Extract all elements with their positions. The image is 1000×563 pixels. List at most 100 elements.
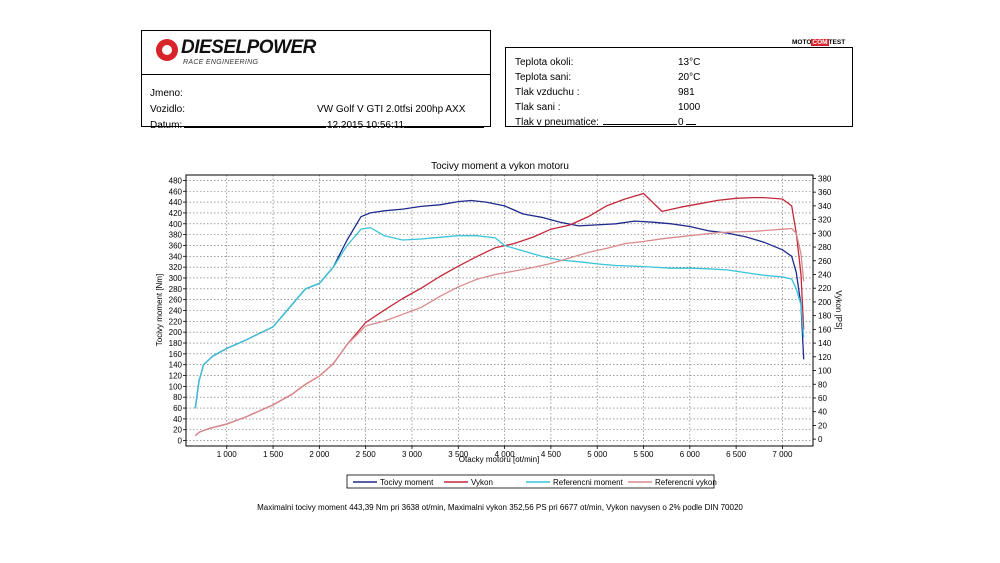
y2tick-label-60: 60 (818, 394, 827, 403)
y2tick-label-140: 140 (818, 339, 832, 348)
ytick-label-100: 100 (169, 382, 183, 391)
series-layer (194, 192, 805, 437)
legend-label-2: Vykon (471, 478, 493, 487)
ytick-label-200: 200 (169, 328, 183, 337)
ytick-label-480: 480 (169, 176, 183, 185)
vehicle-info-panel: DIESELPOWER RACE ENGINEERING Jmeno: Vozi… (141, 30, 491, 131)
y2tick-label-80: 80 (818, 380, 827, 389)
y2tick-label-0: 0 (818, 435, 823, 444)
cond-value-tlak-sani: 1000 (678, 102, 701, 113)
cond-label-tlak-pneumatice: Tlak v pneumatice: (515, 117, 599, 128)
ytick-label-360: 360 (169, 241, 183, 250)
y2tick-label-40: 40 (818, 408, 827, 417)
cond-label-tlak-vzduchu: Tlak vzduchu : (515, 87, 580, 98)
xtick-label-5500: 5 500 (633, 450, 654, 459)
xtick-label-1000: 1 000 (217, 450, 238, 459)
datum-leader-line (184, 127, 326, 128)
cond-value-tlak-pneumatice: 0 (678, 117, 684, 128)
cond-label-teplota-okoli: Teplota okoli: (515, 57, 574, 68)
y2tick-label-320: 320 (818, 216, 832, 225)
datum-trailing-line (404, 127, 484, 128)
logo-text: DIESELPOWER (181, 37, 316, 58)
datum-label: Datum: (150, 120, 183, 131)
ytick-label-120: 120 (169, 372, 183, 381)
y2tick-label-100: 100 (818, 367, 832, 376)
y2tick-label-20: 20 (818, 421, 827, 430)
ytick-label-300: 300 (169, 274, 183, 283)
conditions-panel: Teplota okoli: 13°C Teplota sani: 20°C T… (505, 47, 853, 128)
y2tick-label-200: 200 (818, 298, 832, 307)
y2tick-label-300: 300 (818, 229, 832, 238)
badge-mid: COM (811, 39, 829, 46)
ytick-label-140: 140 (169, 361, 183, 370)
ytick-label-160: 160 (169, 350, 183, 359)
xtick-label-4000: 4 000 (495, 450, 516, 459)
y2tick-label-380: 380 (818, 174, 832, 183)
xtick-label-6000: 6 000 (680, 450, 701, 459)
y2tick-label-180: 180 (818, 312, 832, 321)
logo-subtitle: RACE ENGINEERING (183, 59, 259, 66)
ytick-label-420: 420 (169, 209, 183, 218)
series-line-2 (194, 192, 805, 437)
datum-value: 12.2015 10:56:11 (327, 120, 405, 131)
ytick-label-460: 460 (169, 187, 183, 196)
legend-label-3: Referencni moment (553, 478, 624, 487)
xtick-label-1500: 1 500 (263, 450, 284, 459)
cond-label-tlak-sani: Tlak sani : (515, 102, 561, 113)
max-values-note: Maximalni tocivy moment 443,39 Nm pri 36… (257, 503, 743, 512)
ytick-label-440: 440 (169, 198, 183, 207)
xtick-label-5000: 5 000 (587, 450, 608, 459)
pneumatice-leader-line (603, 124, 677, 125)
y2tick-label-220: 220 (818, 284, 832, 293)
vozidlo-value: VW Golf V GTI 2.0tfsi 200hp AXX (317, 104, 466, 115)
ytick-label-60: 60 (173, 404, 182, 413)
ytick-label-340: 340 (169, 252, 183, 261)
legend-label-4: Referencni vykon (655, 478, 717, 487)
ytick-label-400: 400 (169, 220, 183, 229)
ytick-label-240: 240 (169, 307, 183, 316)
ytick-label-320: 320 (169, 263, 183, 272)
ytick-label-280: 280 (169, 285, 183, 294)
ytick-label-220: 220 (169, 317, 183, 326)
ytick-label-180: 180 (169, 339, 183, 348)
ytick-label-380: 380 (169, 231, 183, 240)
ytick-label-80: 80 (173, 393, 182, 402)
y2tick-label-260: 260 (818, 257, 832, 266)
series-line-1 (194, 199, 805, 409)
y2-axis-label: Vykon [PS] (834, 290, 843, 329)
header-divider (142, 74, 490, 75)
xtick-label-3500: 3 500 (448, 450, 469, 459)
legend: Tocivy moment Vykon Referencni moment Refer… (346, 474, 717, 489)
series-line-3 (194, 226, 805, 409)
xtick-label-6500: 6 500 (726, 450, 747, 459)
x-axis-ticks: 1 000 1 500 2 000 2 500 3 000 3 500 4 000 4 500… (217, 446, 793, 459)
badge-left: MOTO (792, 39, 812, 46)
xtick-label-2500: 2 500 (356, 450, 377, 459)
jmeno-label: Jmeno: (150, 88, 183, 99)
ytick-label-20: 20 (173, 426, 182, 435)
y2tick-label-160: 160 (818, 325, 832, 334)
pneumatice-trailing-line (686, 124, 696, 125)
xtick-label-7000: 7 000 (772, 450, 793, 459)
xtick-label-2000: 2 000 (309, 450, 330, 459)
y2tick-label-360: 360 (818, 188, 832, 197)
y-axis-label: Tocivy moment [Nm] (155, 274, 164, 346)
chart-title: Tocivy moment a vykon motoru (431, 161, 569, 172)
y2tick-label-340: 340 (818, 202, 832, 211)
ytick-label-260: 260 (169, 296, 183, 305)
ytick-label-40: 40 (173, 415, 182, 424)
right-axis-ticks: 0 20 40 60 80 100 120 140 160 180 200 220 240 260 280 3… (813, 174, 832, 444)
y2tick-label-120: 120 (818, 353, 832, 362)
ytick-label-0: 0 (178, 437, 183, 446)
mototest-badge: MOTOCOMTEST (792, 39, 845, 46)
dieselpower-logo: DIESELPOWER RACE ENGINEERING (156, 37, 376, 69)
xtick-label-4500: 4 500 (541, 450, 562, 459)
cond-label-teplota-sani: Teplota sani: (515, 72, 572, 83)
xtick-label-3000: 3 000 (402, 450, 423, 459)
cond-value-teplota-okoli: 13°C (678, 57, 701, 68)
vozidlo-label: Vozidlo: (150, 104, 186, 115)
x-axis-label: Otacky motoru [ot/min] (459, 455, 539, 464)
grid-layer (186, 175, 813, 446)
